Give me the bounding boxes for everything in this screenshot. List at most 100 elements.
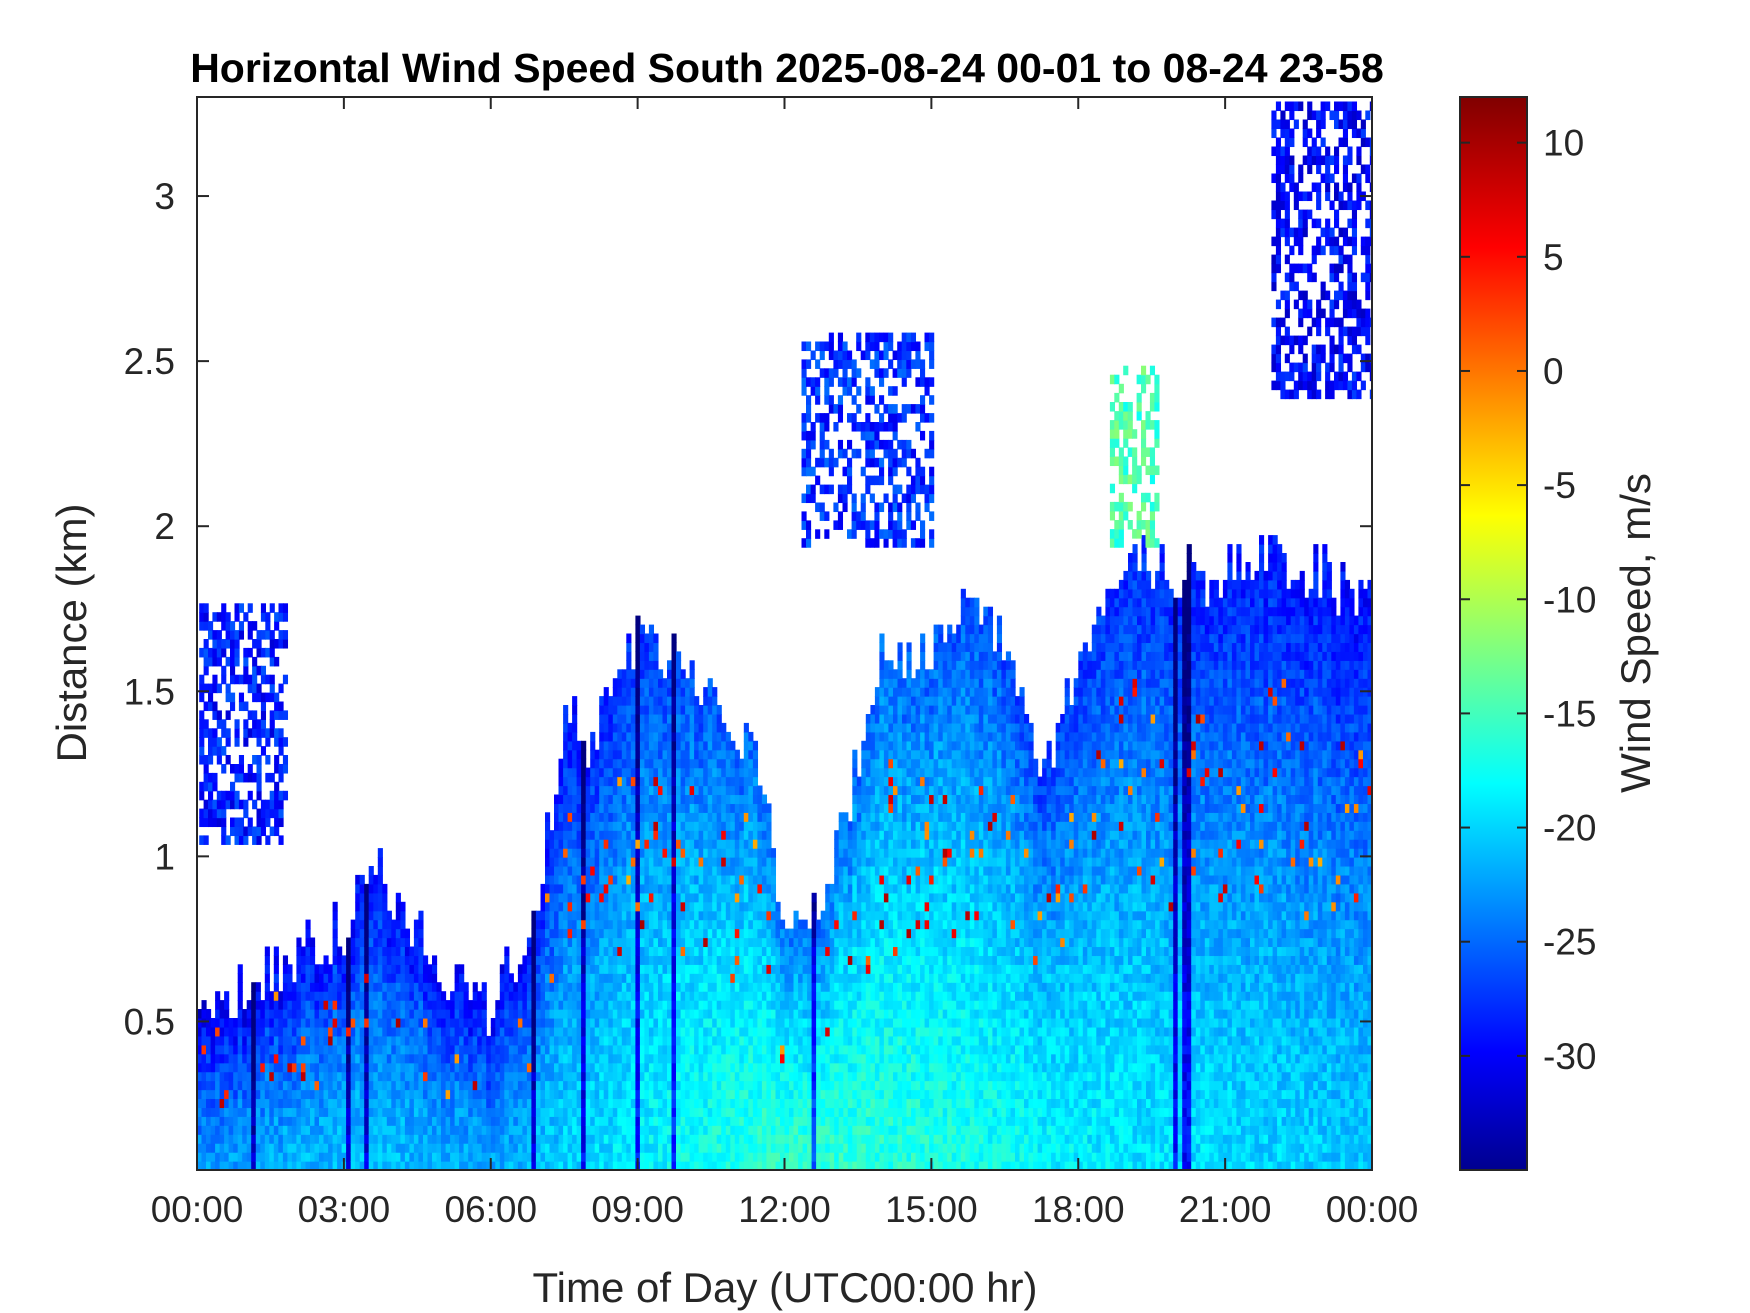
heatmap-cell (549, 910, 555, 921)
heatmap-cell (662, 821, 668, 831)
heatmap-cell (572, 937, 578, 948)
heatmap-cell (545, 964, 551, 974)
heatmap-cell (685, 1000, 691, 1010)
heatmap-cell (680, 1107, 686, 1117)
heatmap-cell (441, 991, 447, 1001)
heatmap-cell (721, 1098, 727, 1109)
heatmap-cell (721, 830, 727, 840)
heatmap-cell (337, 991, 343, 1001)
heatmap-cell (395, 1080, 401, 1091)
heatmap-cell (707, 1009, 713, 1019)
heatmap-cell (825, 1134, 831, 1144)
heatmap-cell (707, 919, 713, 930)
heatmap-cell (359, 874, 365, 885)
heatmap-cell (739, 1071, 745, 1082)
heatmap-cell (698, 1080, 704, 1091)
heatmap-cell (300, 1000, 307, 1010)
heatmap-cell (748, 991, 754, 1001)
heatmap-cell (599, 982, 605, 992)
heatmap-cell (621, 928, 627, 939)
heatmap-cell (648, 839, 655, 849)
heatmap-cell (843, 874, 849, 885)
heatmap-cell (621, 767, 627, 778)
heatmap-cell (725, 1009, 731, 1019)
heatmap-cell (585, 1035, 591, 1046)
heatmap-cell (590, 1062, 596, 1073)
heatmap-cell (644, 1071, 650, 1082)
heatmap-cell (635, 731, 641, 742)
heatmap-cell (237, 1116, 243, 1126)
heatmap-cell (603, 758, 609, 769)
heatmap-cell (554, 919, 560, 930)
heatmap-cell (423, 1125, 429, 1135)
heatmap-cell (463, 991, 469, 1001)
heatmap-cell (667, 1018, 673, 1028)
heatmap-cell (251, 1134, 257, 1144)
heatmap-cell (680, 1000, 686, 1010)
heatmap-cell (793, 973, 799, 983)
heatmap-cell (847, 1080, 853, 1091)
heatmap-cell (639, 633, 646, 644)
heatmap-cell (608, 892, 614, 903)
heatmap-cell (310, 1053, 316, 1064)
heatmap-cell (594, 794, 600, 805)
heatmap-cell (554, 1161, 560, 1170)
heatmap-cell (540, 1062, 546, 1073)
heatmap-cell (572, 982, 578, 992)
heatmap-cell (761, 1116, 768, 1126)
heatmap-cell (540, 1134, 546, 1144)
heatmap-cell (554, 1026, 560, 1037)
heatmap-cell (350, 1098, 356, 1109)
heatmap-cell (748, 1000, 754, 1010)
heatmap-cell (368, 1134, 374, 1144)
heatmap-cell (377, 874, 383, 885)
heatmap-cell (328, 1134, 334, 1144)
heatmap-cell (766, 821, 772, 831)
heatmap-cell (635, 839, 641, 849)
heatmap-cell (549, 848, 555, 858)
heatmap-cell (761, 901, 768, 912)
heatmap-cell (319, 1009, 325, 1019)
heatmap-cell (585, 1018, 591, 1028)
heatmap-cell (707, 1125, 713, 1135)
heatmap-cell (581, 803, 587, 813)
heatmap-cell (829, 1116, 835, 1126)
heatmap-cell (382, 1152, 388, 1162)
heatmap-cell (802, 1000, 808, 1010)
heatmap-cell (608, 1044, 614, 1055)
heatmap-cell (838, 910, 844, 921)
heatmap-cell (427, 1125, 433, 1135)
heatmap-cell (404, 1000, 411, 1010)
heatmap-cell (454, 1062, 460, 1073)
heatmap-cell (752, 812, 759, 822)
heatmap-cell (237, 1080, 243, 1091)
heatmap-cell (572, 892, 578, 903)
heatmap-cell (291, 1098, 298, 1109)
heatmap-cell (685, 749, 691, 760)
heatmap-cell (612, 1143, 618, 1153)
heatmap-cell (716, 848, 722, 858)
heatmap-cell (770, 883, 777, 894)
heatmap-cell (332, 1089, 338, 1100)
heatmap-cell (355, 1044, 361, 1055)
heatmap-cell (712, 1143, 718, 1153)
heatmap-cell (608, 1080, 614, 1091)
heatmap-cell (558, 892, 564, 903)
heatmap-cell (373, 1026, 379, 1037)
heatmap-cell (495, 1116, 501, 1126)
heatmap-cell (585, 1071, 591, 1082)
heatmap-cell (612, 740, 618, 751)
heatmap-cell (621, 1107, 627, 1117)
heatmap-cell (811, 892, 817, 903)
heatmap-cell (680, 1053, 686, 1064)
heatmap-cell (264, 1071, 270, 1082)
heatmap-cell (667, 669, 673, 679)
heatmap-cell (603, 973, 609, 983)
heatmap-cell (825, 1089, 831, 1100)
heatmap-cell (364, 1134, 370, 1144)
heatmap-cell (621, 785, 627, 796)
heatmap-cell (676, 705, 682, 715)
heatmap-cell (477, 991, 483, 1001)
heatmap-cell (748, 1053, 754, 1064)
heatmap-cell (291, 1152, 298, 1162)
